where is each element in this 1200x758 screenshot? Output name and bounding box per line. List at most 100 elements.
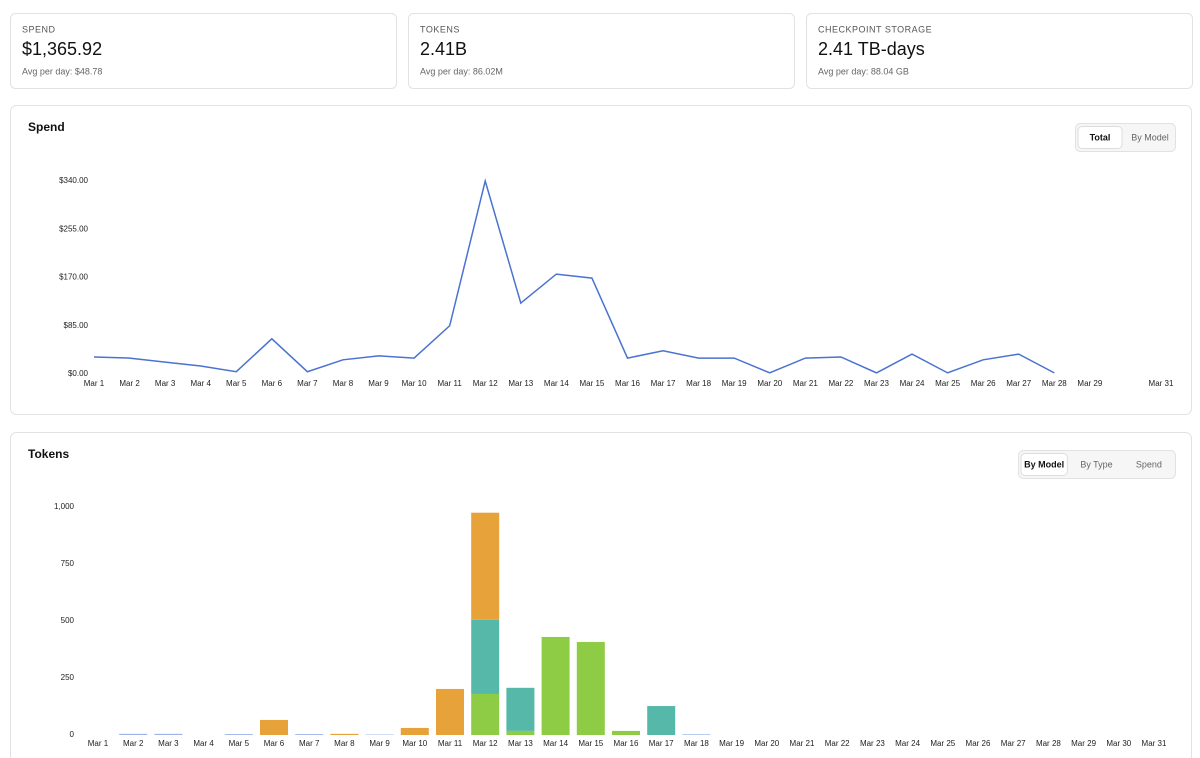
x-tick-label: Mar 9 [368,379,389,388]
x-tick-label: Mar 2 [119,379,140,388]
toggle-button[interactable]: Total [1090,132,1111,142]
x-tick-label: Mar 16 [615,379,640,388]
stat-card [806,13,1193,89]
x-tick-label: Mar 17 [651,379,676,388]
bar-segment [154,733,183,735]
card-sub: Avg per day: $48.78 [22,66,102,76]
y-tick-label: $85.00 [64,321,89,330]
x-tick-label: Mar 7 [297,379,318,388]
toggle-active [1077,126,1123,149]
panel-title: Spend [28,120,65,134]
y-tick-label: 500 [61,616,75,625]
x-tick-label: Mar 14 [544,379,569,388]
x-tick-label: Mar 29 [1071,739,1096,748]
toggle-button[interactable]: Spend [1136,459,1162,469]
x-tick-label: Mar 31 [1142,739,1167,748]
toggle-button[interactable]: By Model [1024,459,1064,469]
x-tick-label: Mar 26 [971,379,996,388]
x-tick-label: Mar 30 [1106,739,1131,748]
x-tick-label: Mar 8 [333,379,354,388]
x-tick-label: Mar 5 [226,379,247,388]
bar-segment [400,727,429,735]
x-tick-label: Mar 1 [88,739,109,748]
x-tick-label: Mar 23 [864,379,889,388]
panel [10,105,1192,415]
bar-segment [436,688,464,735]
x-tick-label: Mar 21 [790,739,815,748]
x-tick-label: Mar 1 [84,379,105,388]
bar-segment [682,734,711,735]
bar-segment [612,730,640,735]
x-tick-label: Mar 4 [193,739,214,748]
x-tick-label: Mar 27 [1001,739,1026,748]
y-tick-label: 1,000 [54,502,75,511]
x-tick-label: Mar 23 [860,739,885,748]
x-tick-label: Mar 17 [649,739,674,748]
card-label: SPEND [22,24,56,34]
x-tick-label: Mar 25 [930,739,955,748]
y-tick-label: $0.00 [68,369,89,378]
x-tick-label: Mar 24 [895,739,920,748]
x-tick-label: Mar 13 [508,739,533,748]
bar-segment [576,641,605,735]
x-tick-label: Mar 19 [719,739,744,748]
toggle-button[interactable]: By Model [1131,132,1169,142]
x-tick-label: Mar 12 [473,739,498,748]
x-tick-label: Mar 22 [825,739,850,748]
x-tick-label: Mar 15 [579,379,604,388]
x-tick-label: Mar 15 [578,739,603,748]
stat-card [408,13,795,89]
x-tick-label: Mar 12 [473,379,498,388]
x-tick-label: Mar 13 [508,379,533,388]
y-tick-label: $255.00 [59,224,88,233]
x-tick-label: Mar 10 [402,379,427,388]
card-value: $1,365.92 [22,39,102,59]
x-tick-label: Mar 22 [828,379,853,388]
x-tick-label: Mar 20 [757,379,782,388]
card-value: 2.41 TB-days [818,39,925,59]
x-tick-label: Mar 9 [369,739,390,748]
card-sub: Avg per day: 86.02M [420,66,503,76]
card-label: CHECKPOINT STORAGE [818,24,932,34]
x-tick-label: Mar 11 [438,379,463,388]
x-tick-label: Mar 20 [754,739,779,748]
spend-line [93,178,1055,374]
y-tick-label: 0 [70,730,75,739]
card-value: 2.41B [420,39,467,59]
x-tick-label: Mar 7 [299,739,320,748]
x-tick-label: Mar 10 [402,739,427,748]
bar-segment [224,734,253,735]
x-tick-label: Mar 18 [684,739,709,748]
toggle-active [1020,453,1068,476]
x-tick-label: Mar 19 [722,379,747,388]
x-tick-label: Mar 21 [793,379,818,388]
panel-title: Tokens [28,447,69,461]
x-tick-label: Mar 27 [1006,379,1031,388]
bar-segment [506,687,535,731]
toggle-button[interactable]: By Type [1080,459,1112,469]
panel [10,432,1192,758]
y-tick-label: 750 [61,559,75,568]
bar-segment [471,619,500,694]
bar-segment [471,693,500,735]
y-tick-label: $170.00 [59,273,88,282]
x-tick-label: Mar 2 [123,739,144,748]
bar-segment [471,512,500,620]
y-tick-label: 250 [61,673,75,682]
card-sub: Avg per day: 88.04 GB [818,66,909,76]
x-tick-label: Mar 16 [614,739,639,748]
x-tick-label: Mar 25 [935,379,960,388]
x-tick-label: Mar 6 [264,739,285,748]
stat-card [10,13,397,89]
x-tick-label: Mar 3 [155,379,176,388]
x-tick-label: Mar 4 [190,379,211,388]
x-tick-label: Mar 26 [966,739,991,748]
bar-segment [506,730,535,735]
bar-segment [295,734,324,735]
x-tick-label: Mar 31 [1149,379,1174,388]
card-label: TOKENS [420,24,460,34]
bar-segment [119,733,148,735]
x-tick-label: Mar 14 [543,739,568,748]
